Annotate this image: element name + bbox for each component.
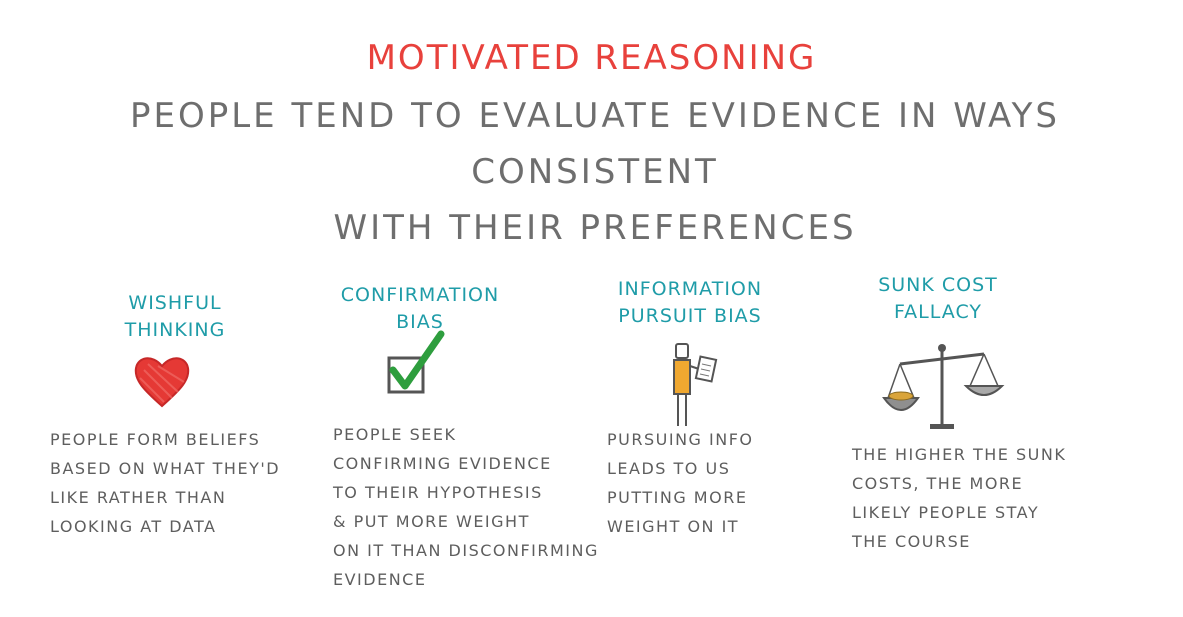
concept-label: Information Pursuit Bias (617, 278, 763, 327)
person-reading-icon (673, 343, 718, 426)
concept-label: Wishful Thinking (124, 292, 226, 341)
concept-description: People form beliefs based on what they'd… (50, 430, 281, 536)
concept-description: The higher the sunk costs, the more like… (852, 445, 1067, 551)
balance-scale-icon (882, 344, 1005, 429)
checkbox-check-icon (387, 330, 445, 394)
page-title: Motivated Reasoning (366, 38, 817, 78)
heart-icon (134, 357, 190, 408)
page-subtitle: People tend to evaluate evidence in ways… (129, 96, 1061, 248)
concept-description: Pursuing info leads to us putting more w… (607, 430, 754, 536)
concept-description: People seek confirming evidence to their… (333, 425, 599, 589)
concept-label: Confirmation Bias (340, 284, 500, 333)
concept-label: Sunk Cost Fallacy (878, 274, 998, 323)
